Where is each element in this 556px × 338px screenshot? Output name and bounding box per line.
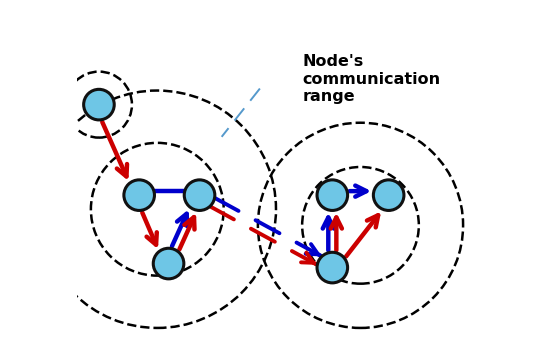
Circle shape — [124, 180, 155, 211]
Circle shape — [184, 180, 215, 211]
Text: Node's
communication
range: Node's communication range — [302, 54, 440, 104]
Circle shape — [374, 180, 404, 211]
Circle shape — [317, 252, 348, 283]
Circle shape — [153, 248, 184, 279]
Circle shape — [317, 180, 348, 211]
Circle shape — [83, 89, 114, 120]
